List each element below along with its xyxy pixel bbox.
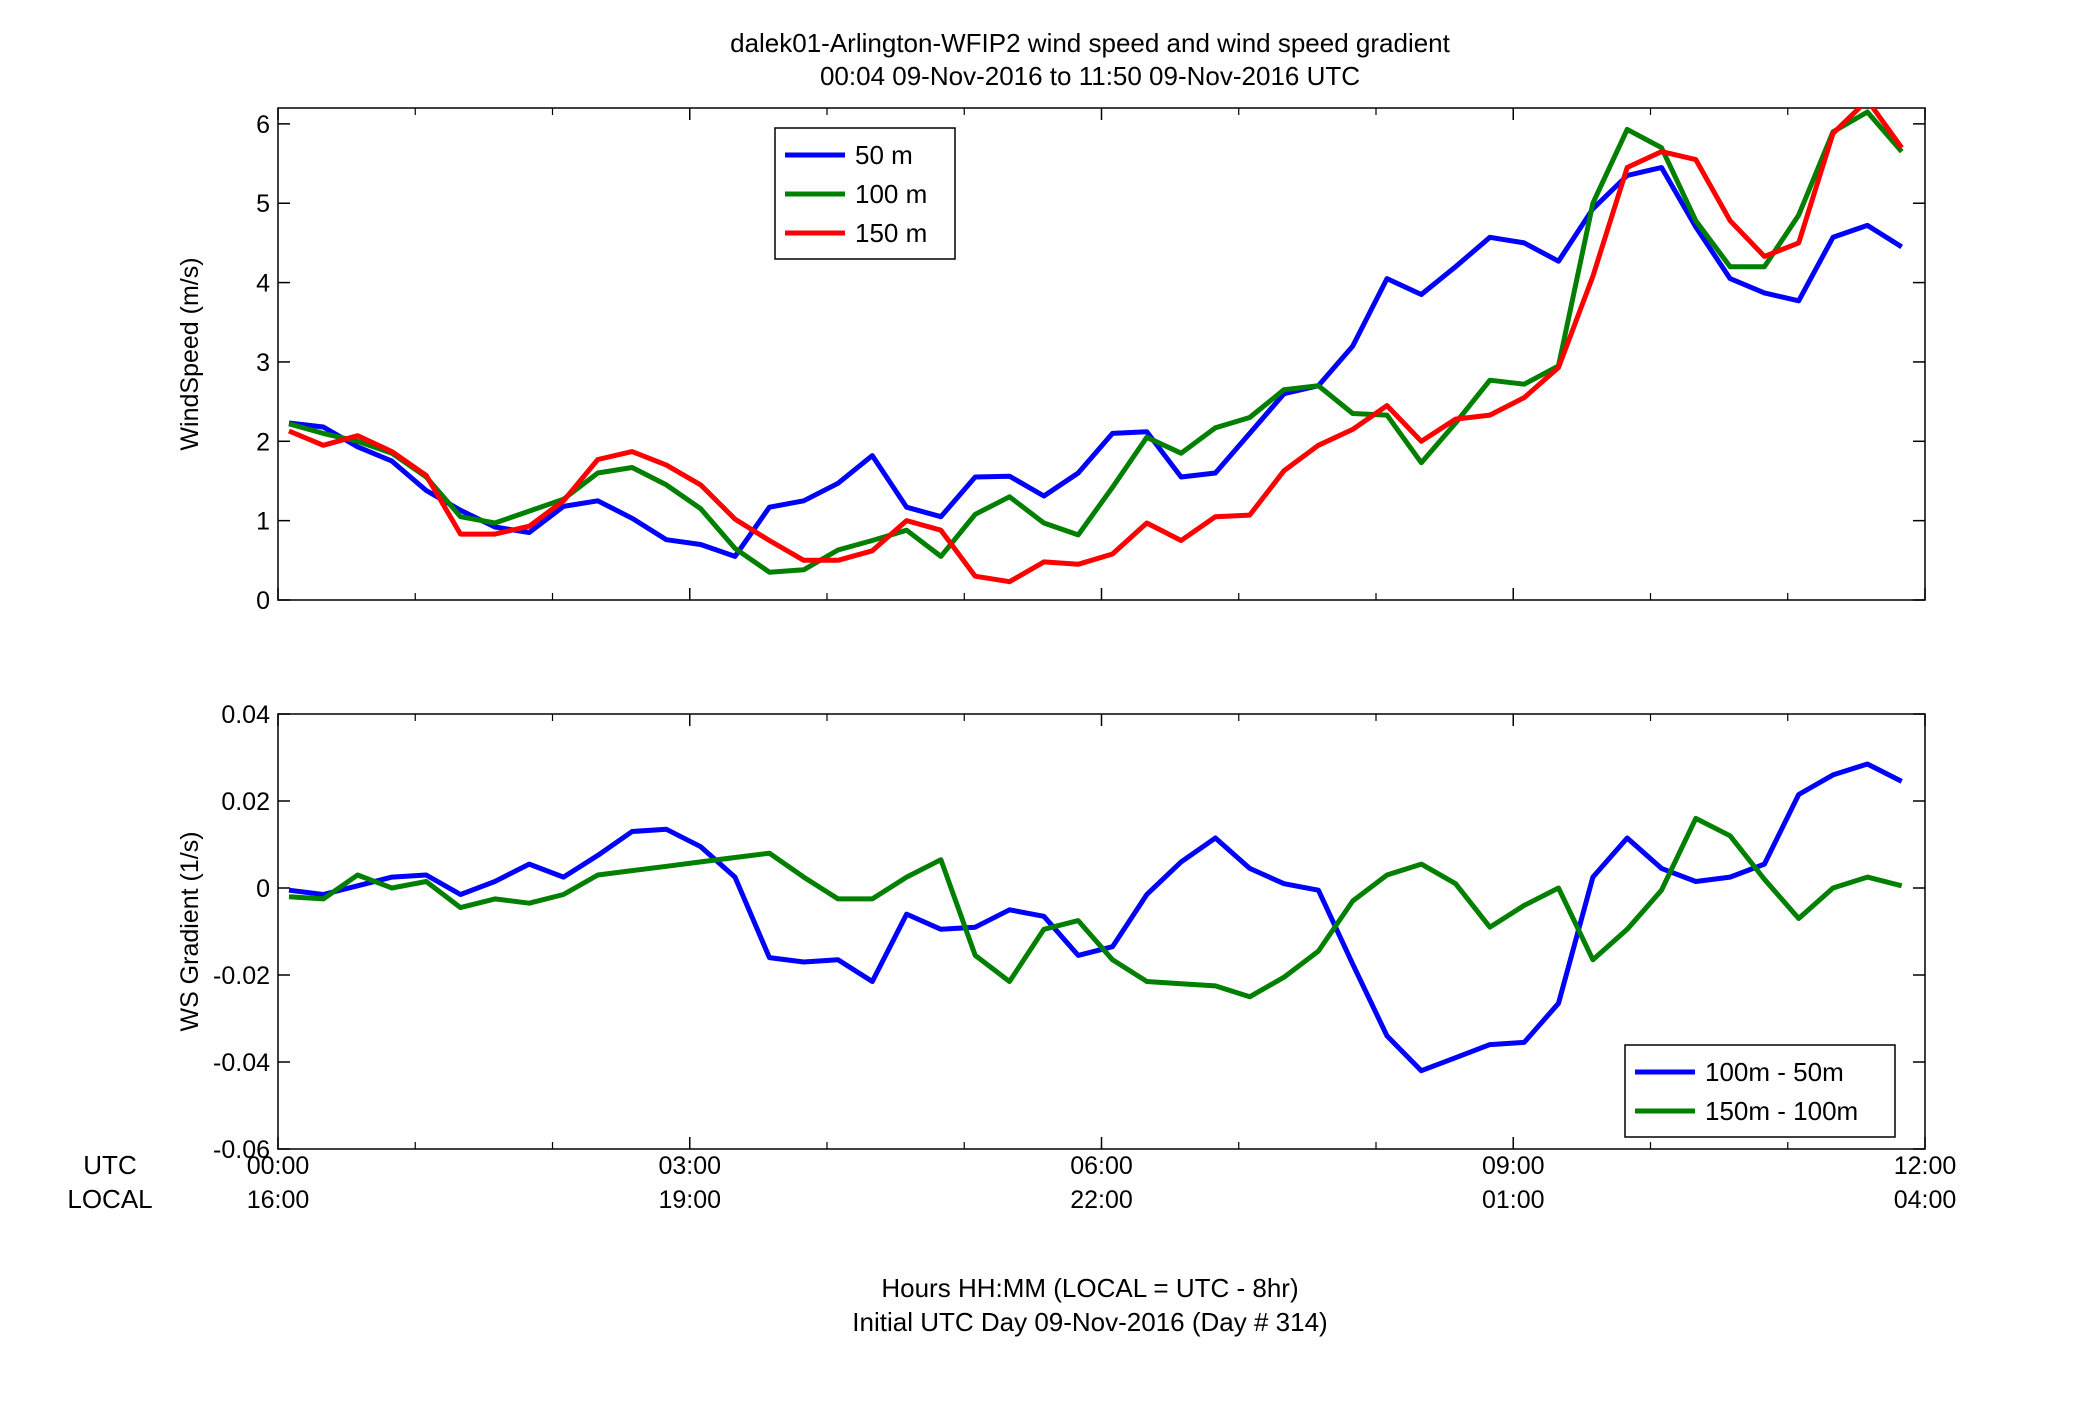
utc-row-label: UTC: [83, 1150, 136, 1180]
ws-legend-label-1: 100 m: [855, 179, 927, 209]
grad-y-tick-label-4: 0.02: [221, 788, 270, 816]
ws-y-axis-label: WindSpeed (m/s): [176, 257, 204, 450]
grad-legend: [1624, 1044, 1896, 1138]
x-tick-label-local-3: 01:00: [1482, 1186, 1545, 1214]
ws-legend-label-2: 150 m: [855, 218, 927, 248]
grad-y-tick-label-1: -0.04: [213, 1049, 270, 1077]
wind-speed-gradient-panel: -0.06 -0.04 -0.02 0 0.02 0.04 WS Gradient (1/s…: [176, 701, 1926, 1164]
grad-series-line-1: [288, 815, 1903, 1000]
ws-y-tick-label-3: 3: [256, 349, 270, 377]
ws-y-tick-label-5: 5: [256, 190, 270, 218]
grad-y-tick-label-2: -0.02: [213, 962, 270, 990]
x-tick-labels: 00:00 16:00 03:00 19:00 06:00 22:00 09:00 01:00…: [247, 1152, 1957, 1214]
x-tick-label-local-0: 16:00: [247, 1186, 310, 1214]
ws-y-tick-label-4: 4: [256, 270, 270, 298]
local-row-label: LOCAL: [67, 1184, 152, 1214]
x-axis-label-line-2: Initial UTC Day 09-Nov-2016 (Day # 314): [852, 1307, 1327, 1337]
ws-series-line-0: [288, 165, 1904, 559]
ws-y-tick-label-0: 0: [256, 587, 270, 615]
grad-series-line-0: [288, 761, 1903, 1074]
grad-y-tick-label-0: -0.06: [213, 1136, 270, 1164]
ws-y-tick-label-1: 1: [256, 508, 270, 536]
grad-y-tick-label-5: 0.04: [221, 701, 270, 729]
ws-series-line-1: [288, 109, 1904, 575]
x-axis-label-line-1: Hours HH:MM (LOCAL = UTC - 8hr): [881, 1273, 1298, 1303]
grad-legend-label-1: 150m - 100m: [1705, 1096, 1858, 1126]
x-tick-label-utc-3: 09:00: [1482, 1152, 1545, 1180]
ws-y-tick-label-6: 6: [256, 111, 270, 139]
x-tick-label-utc-4: 12:00: [1894, 1152, 1957, 1180]
x-tick-label-local-1: 19:00: [658, 1186, 721, 1214]
x-tick-label-utc-0: 00:00: [247, 1152, 310, 1180]
title-line-2: 00:04 09-Nov-2016 to 11:50 09-Nov-2016 U…: [820, 61, 1360, 91]
title-line-1: dalek01-Arlington-WFIP2 wind speed and w…: [730, 28, 1451, 58]
grad-y-axis-label: WS Gradient (1/s): [176, 831, 204, 1031]
x-tick-label-local-4: 04:00: [1894, 1186, 1957, 1214]
grad-legend-label-0: 100m - 50m: [1705, 1057, 1844, 1087]
wind-speed-panel: 0 1 2 3 4 5 6 WindSpeed (m/s) 50 m 100 m 150 m: [176, 107, 1926, 615]
ws-series-line-2: [288, 108, 1904, 585]
grad-y-tick-label-3: 0: [256, 875, 270, 903]
x-tick-label-local-2: 22:00: [1070, 1186, 1133, 1214]
x-tick-label-utc-2: 06:00: [1070, 1152, 1133, 1180]
x-tick-label-utc-1: 03:00: [658, 1152, 721, 1180]
ws-legend-label-0: 50 m: [855, 140, 913, 170]
ws-y-tick-label-2: 2: [256, 428, 270, 456]
